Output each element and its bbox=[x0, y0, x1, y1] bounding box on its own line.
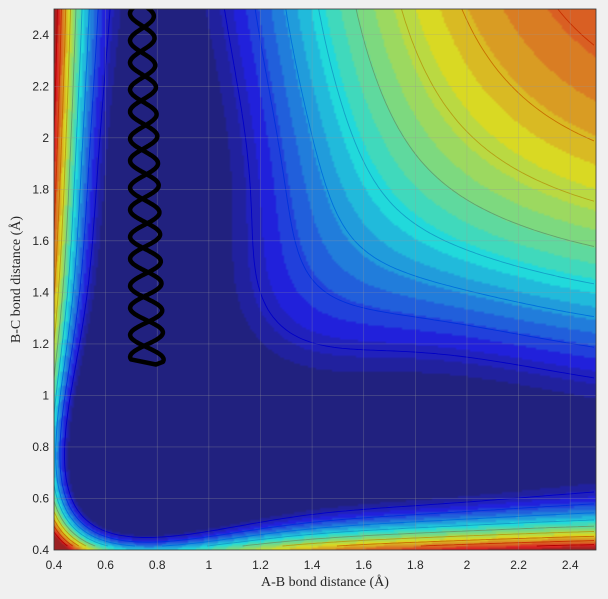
contour-level-7 bbox=[54, 9, 595, 547]
y-tick-label: 1.2 bbox=[32, 337, 49, 351]
x-tick-label: 0.6 bbox=[97, 558, 114, 572]
contour-level-2 bbox=[59, 9, 595, 543]
x-axis: 0.4 0.6 0.8 1 1.2 1.4 1.6 1.8 2 2.2 2.4 bbox=[46, 558, 579, 572]
y-tick-label: 0.6 bbox=[32, 491, 49, 505]
x-tick-label: 0.4 bbox=[46, 558, 63, 572]
x-tick-label: 2 bbox=[464, 558, 471, 572]
x-tick-label: 2.2 bbox=[510, 558, 527, 572]
y-tick-label: 2.4 bbox=[32, 28, 49, 42]
grid-lines bbox=[54, 9, 596, 550]
contour-level-5 bbox=[54, 9, 595, 547]
x-tick-label: 1.2 bbox=[252, 558, 269, 572]
x-axis-label: A-B bond distance (Å) bbox=[261, 574, 389, 590]
y-axis: 0.4 0.6 0.8 1 1.2 1.4 1.6 1.8 2 2.2 2.4 bbox=[32, 28, 49, 557]
y-tick-label: 1.4 bbox=[32, 285, 49, 299]
x-tick-label: 1 bbox=[206, 558, 213, 572]
x-tick-label: 2.4 bbox=[562, 558, 579, 572]
x-tick-label: 1.8 bbox=[407, 558, 424, 572]
x-tick-label: 1.6 bbox=[355, 558, 372, 572]
contour-level-3 bbox=[55, 9, 595, 547]
x-tick-label: 0.8 bbox=[149, 558, 166, 572]
y-tick-label: 1 bbox=[42, 388, 49, 402]
y-tick-label: 1.8 bbox=[32, 182, 49, 196]
y-tick-label: 2 bbox=[42, 131, 49, 145]
contour-level-8 bbox=[54, 9, 595, 547]
contour-lines bbox=[54, 9, 595, 547]
y-tick-label: 1.6 bbox=[32, 234, 49, 248]
trajectory-line bbox=[127, 9, 166, 367]
y-tick-label: 0.8 bbox=[32, 440, 49, 454]
contour-level-6 bbox=[54, 9, 595, 547]
y-tick-label: 2.2 bbox=[32, 79, 49, 93]
contour-level-4 bbox=[54, 9, 595, 547]
contour-level-1 bbox=[64, 9, 595, 538]
x-tick-label: 1.4 bbox=[304, 558, 321, 572]
plot-frame bbox=[53, 8, 597, 551]
y-axis-label: B-C bond distance (Å) bbox=[8, 216, 24, 343]
y-tick-label: 0.4 bbox=[32, 543, 49, 557]
